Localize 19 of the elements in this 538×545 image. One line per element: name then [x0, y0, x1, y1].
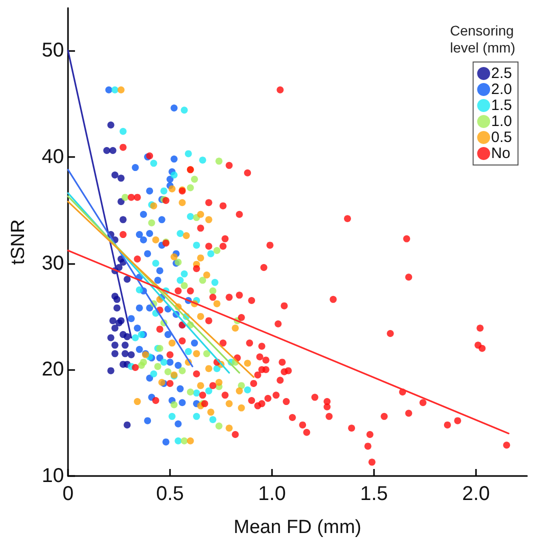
- x-tick-label: 0.5: [156, 483, 184, 505]
- x-tick-label: 2.0: [462, 483, 490, 505]
- y-axis-title: tSNR: [8, 219, 29, 265]
- y-tick-label: 40: [42, 146, 64, 168]
- legend-label: No: [491, 145, 510, 162]
- y-tick-label: 20: [42, 358, 64, 381]
- y-tick-label: 50: [42, 40, 64, 62]
- y-tick-label: 10: [42, 465, 64, 487]
- legend-title: Censoring level (mm): [450, 22, 518, 56]
- x-tick-label: 1.5: [360, 483, 388, 505]
- y-tick-label: 30: [42, 252, 64, 274]
- legend-label: 2.0: [491, 81, 512, 98]
- legend-label: 0.5: [491, 129, 512, 146]
- x-tick-label: 0: [62, 483, 74, 505]
- x-tick-label: 1.0: [258, 483, 286, 505]
- x-axis-title: Mean FD (mm): [234, 517, 362, 538]
- legend-label: 1.0: [491, 113, 512, 130]
- legend-label: 1.5: [491, 97, 512, 114]
- legend-label: 2.5: [491, 65, 512, 82]
